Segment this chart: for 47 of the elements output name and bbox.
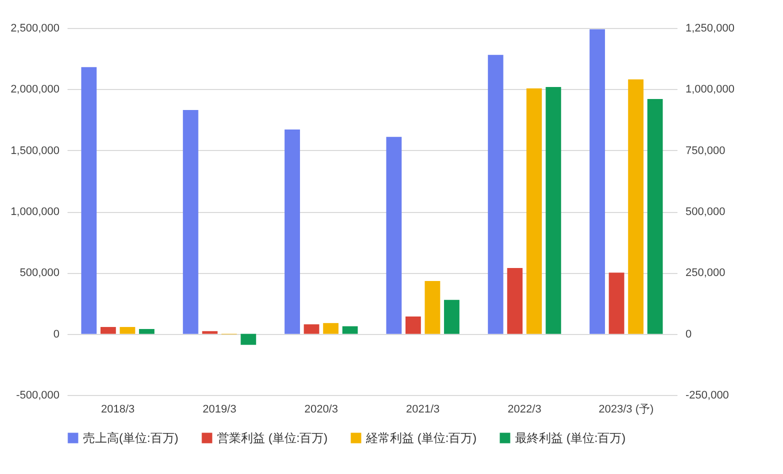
y2-tick-label: 0 bbox=[686, 328, 692, 340]
bar bbox=[304, 324, 320, 334]
x-tick-label: 2023/3 (予) bbox=[598, 404, 654, 416]
legend-label: 売上高(単位:百万) bbox=[83, 431, 178, 445]
bar bbox=[507, 268, 523, 334]
bar bbox=[240, 334, 256, 345]
bar bbox=[647, 98, 663, 334]
y2-tick-label: -250,000 bbox=[686, 390, 729, 402]
legend-label: 営業利益 (単位:百万) bbox=[217, 431, 328, 445]
bar bbox=[323, 323, 339, 334]
bar bbox=[424, 280, 440, 334]
y-tick-label: 1,500,000 bbox=[10, 144, 60, 157]
bar bbox=[120, 326, 136, 334]
bar bbox=[139, 328, 154, 334]
bar bbox=[405, 316, 421, 334]
y-tick-label: 500,000 bbox=[20, 267, 60, 280]
bar bbox=[81, 67, 97, 334]
y2-tick-label: 250,000 bbox=[686, 267, 726, 280]
y-tick-label: 2,000,000 bbox=[10, 84, 60, 96]
y-tick-label: -500,000 bbox=[16, 390, 60, 402]
x-tick-label: 2018/3 bbox=[101, 404, 135, 416]
bar bbox=[386, 136, 402, 334]
legend-label: 最終利益 (単位:百万) bbox=[515, 431, 626, 445]
bar bbox=[488, 54, 504, 334]
x-tick-label: 2020/3 bbox=[304, 404, 338, 416]
legend-label: 経常利益 (単位:百万) bbox=[365, 431, 477, 445]
bar bbox=[546, 86, 562, 334]
y-tick-label: 0 bbox=[53, 328, 60, 340]
x-tick-label: 2019/3 bbox=[202, 404, 236, 416]
bar bbox=[444, 300, 460, 334]
bar bbox=[608, 272, 624, 334]
y-tick-label: 1,000,000 bbox=[10, 206, 60, 218]
bar bbox=[202, 331, 218, 334]
bar bbox=[628, 79, 644, 334]
y-tick-label: 2,500,000 bbox=[10, 22, 60, 34]
bar bbox=[342, 326, 358, 334]
y2-tick-label: 500,000 bbox=[686, 206, 726, 218]
bar bbox=[100, 326, 116, 334]
y2-tick-label: 1,000,000 bbox=[686, 84, 734, 96]
y2-tick-label: 750,000 bbox=[686, 144, 726, 157]
bar bbox=[284, 130, 300, 334]
bar bbox=[526, 88, 542, 334]
y2-tick-label: 1,250,000 bbox=[686, 22, 734, 34]
bar bbox=[590, 29, 605, 334]
bar bbox=[182, 110, 198, 334]
x-tick-label: 2022/3 bbox=[508, 404, 542, 416]
x-tick-label: 2021/3 bbox=[406, 404, 440, 416]
